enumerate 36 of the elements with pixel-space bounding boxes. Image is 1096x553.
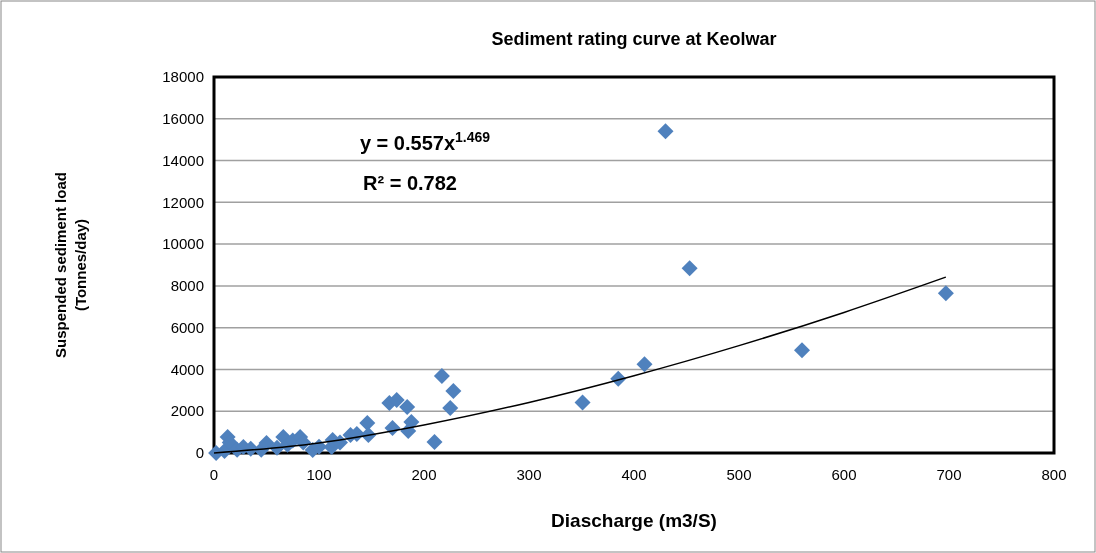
point (657, 123, 674, 140)
point (359, 414, 376, 431)
chart-title: Sediment rating curve at Keolwar (491, 29, 777, 49)
point (445, 382, 462, 399)
x-tick-label: 100 (306, 466, 332, 483)
x-tick-label: 500 (726, 466, 752, 483)
point (636, 356, 653, 373)
annotation: R² = 0.782 (363, 172, 457, 194)
y-tick-label: 8000 (170, 277, 204, 295)
y-tick-label: 10000 (162, 235, 204, 253)
y-axis-title: Suspended sediment load (Tonnes/day) (52, 172, 89, 358)
point (426, 433, 443, 450)
point (681, 260, 698, 277)
y-tick-label: 2000 (170, 402, 204, 420)
y-tick-label: 18000 (162, 68, 204, 86)
x-axis-title: Diascharge (m3/S) (551, 510, 717, 531)
x-tick-label: 0 (209, 466, 219, 483)
x-tick-label: 600 (831, 466, 857, 483)
point (794, 342, 810, 359)
x-tick-label: 800 (1041, 466, 1067, 483)
y-tick-label: 16000 (162, 110, 204, 128)
point (442, 400, 459, 417)
annotation: y = 0.557x$^{1.469}$ (359, 129, 491, 154)
y-tick-label: 12000 (162, 193, 204, 211)
y-tick-label: 4000 (170, 360, 204, 378)
y-tick-label: 14000 (162, 151, 204, 169)
point (574, 394, 591, 411)
point (937, 285, 954, 302)
y-tick-label: 6000 (170, 318, 204, 336)
y-tick-label: 0 (195, 444, 204, 462)
point (433, 367, 450, 384)
x-tick-label: 300 (516, 466, 542, 483)
x-tick-label: 200 (411, 466, 437, 483)
x-tick-label: 400 (621, 466, 647, 483)
point (399, 399, 416, 416)
x-tick-label: 700 (936, 466, 962, 483)
